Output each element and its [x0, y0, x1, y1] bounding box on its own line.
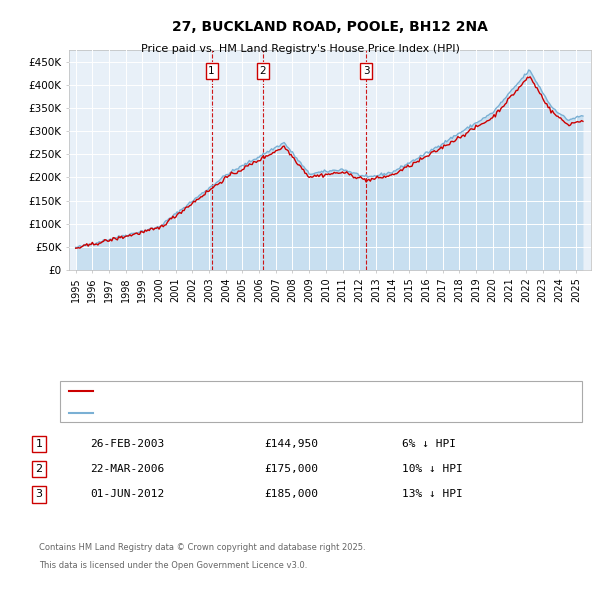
- Text: 22-MAR-2006: 22-MAR-2006: [90, 464, 164, 474]
- Text: 3: 3: [363, 66, 370, 76]
- Text: £175,000: £175,000: [264, 464, 318, 474]
- Text: Price paid vs. HM Land Registry's House Price Index (HPI): Price paid vs. HM Land Registry's House …: [140, 44, 460, 54]
- Text: 27, BUCKLAND ROAD, POOLE, BH12 2NA (semi-detached house): 27, BUCKLAND ROAD, POOLE, BH12 2NA (semi…: [96, 386, 412, 395]
- Text: HPI: Average price, semi-detached house, Bournemouth Christchurch and Poole: HPI: Average price, semi-detached house,…: [96, 408, 487, 418]
- Text: £144,950: £144,950: [264, 439, 318, 448]
- Text: 26-FEB-2003: 26-FEB-2003: [90, 439, 164, 448]
- Text: Contains HM Land Registry data © Crown copyright and database right 2025.: Contains HM Land Registry data © Crown c…: [39, 543, 365, 552]
- Text: 10% ↓ HPI: 10% ↓ HPI: [402, 464, 463, 474]
- Text: This data is licensed under the Open Government Licence v3.0.: This data is licensed under the Open Gov…: [39, 560, 307, 570]
- Text: 1: 1: [35, 439, 43, 448]
- Text: 2: 2: [35, 464, 43, 474]
- Text: 13% ↓ HPI: 13% ↓ HPI: [402, 490, 463, 499]
- Text: 6% ↓ HPI: 6% ↓ HPI: [402, 439, 456, 448]
- Text: 01-JUN-2012: 01-JUN-2012: [90, 490, 164, 499]
- Text: 2: 2: [260, 66, 266, 76]
- Title: 27, BUCKLAND ROAD, POOLE, BH12 2NA: 27, BUCKLAND ROAD, POOLE, BH12 2NA: [172, 19, 488, 34]
- Text: £185,000: £185,000: [264, 490, 318, 499]
- Text: 1: 1: [208, 66, 215, 76]
- Text: 3: 3: [35, 490, 43, 499]
